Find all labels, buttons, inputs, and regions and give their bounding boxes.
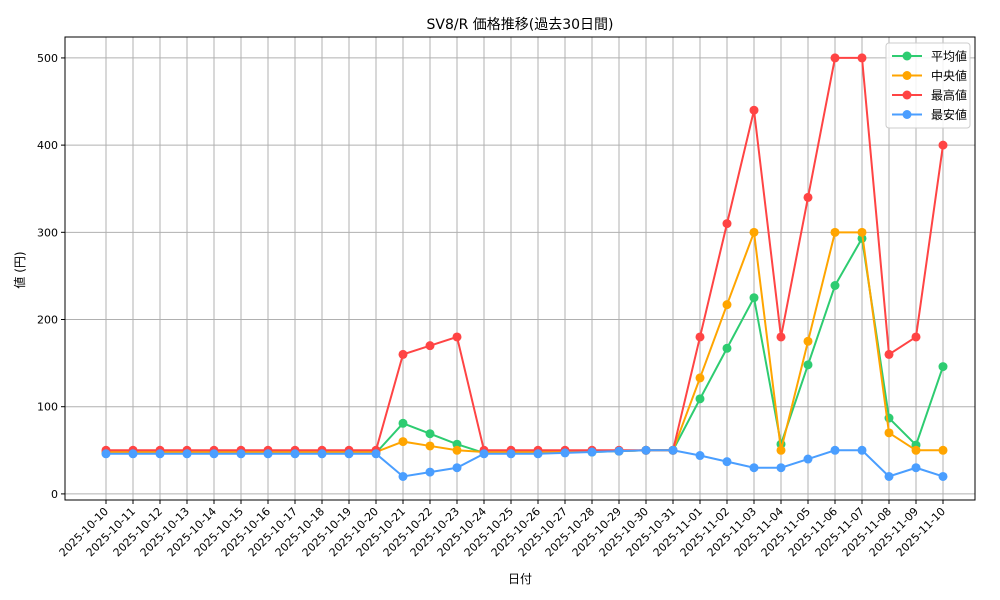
data-point bbox=[749, 227, 759, 237]
data-point bbox=[749, 463, 759, 473]
series-3 bbox=[101, 445, 948, 481]
legend-label: 平均値 bbox=[931, 49, 967, 64]
data-point bbox=[722, 457, 732, 467]
chart-title: SV8/R 価格推移(過去30日間) bbox=[426, 17, 613, 33]
legend-swatch-marker bbox=[902, 71, 912, 80]
data-point bbox=[398, 471, 408, 481]
series-line bbox=[106, 56, 944, 452]
y-tick-label: 200 bbox=[37, 314, 58, 327]
data-point bbox=[668, 445, 678, 455]
data-point bbox=[938, 471, 948, 481]
data-point bbox=[452, 445, 462, 455]
data-point bbox=[695, 394, 705, 404]
data-point bbox=[641, 445, 651, 455]
data-point bbox=[749, 105, 759, 115]
legend-swatch-marker bbox=[902, 110, 912, 119]
y-tick-label: 300 bbox=[37, 226, 58, 239]
data-point bbox=[560, 448, 570, 458]
data-point bbox=[317, 449, 327, 459]
data-point bbox=[830, 445, 840, 455]
legend-swatch-marker bbox=[902, 51, 912, 61]
data-point bbox=[506, 449, 516, 459]
series-line bbox=[106, 449, 944, 478]
data-point bbox=[425, 441, 435, 451]
y-tick-label: 400 bbox=[37, 139, 58, 152]
data-point bbox=[425, 429, 435, 439]
data-point bbox=[614, 446, 624, 456]
data-point bbox=[857, 53, 867, 63]
data-point bbox=[101, 449, 111, 459]
legend-label: 最安値 bbox=[931, 107, 967, 122]
data-point bbox=[398, 349, 408, 359]
data-point bbox=[479, 449, 489, 459]
data-point bbox=[425, 467, 435, 477]
data-point bbox=[236, 449, 246, 459]
data-point bbox=[911, 463, 921, 473]
data-point bbox=[209, 449, 219, 459]
data-point bbox=[155, 449, 165, 459]
data-point bbox=[857, 445, 867, 455]
data-point bbox=[398, 437, 408, 447]
x-axis: 2025-10-102025-10-112025-10-122025-10-13… bbox=[57, 500, 948, 559]
data-point bbox=[803, 336, 813, 346]
y-tick-label: 0 bbox=[51, 488, 58, 501]
data-point bbox=[803, 192, 813, 202]
y-axis-label: 値 (円) bbox=[12, 251, 27, 288]
data-point bbox=[290, 449, 300, 459]
data-point bbox=[749, 293, 759, 303]
data-point bbox=[911, 332, 921, 342]
data-point bbox=[938, 362, 948, 372]
data-point bbox=[884, 471, 894, 481]
data-point bbox=[911, 445, 921, 455]
data-point bbox=[722, 300, 732, 310]
data-point bbox=[371, 449, 381, 459]
data-point bbox=[938, 140, 948, 150]
series-1 bbox=[101, 227, 948, 457]
y-tick-label: 500 bbox=[37, 52, 58, 65]
data-point bbox=[803, 360, 813, 370]
data-point bbox=[182, 449, 192, 459]
data-point bbox=[830, 227, 840, 237]
data-point bbox=[884, 428, 894, 438]
data-point bbox=[587, 447, 597, 457]
data-point bbox=[803, 454, 813, 464]
series-group bbox=[101, 53, 948, 481]
data-point bbox=[722, 343, 732, 353]
data-point bbox=[128, 449, 138, 459]
data-point bbox=[425, 341, 435, 351]
data-point bbox=[263, 449, 273, 459]
data-point bbox=[695, 373, 705, 383]
grid bbox=[65, 37, 975, 500]
x-axis-label: 日付 bbox=[508, 572, 532, 586]
data-point bbox=[830, 53, 840, 63]
data-point bbox=[695, 332, 705, 342]
data-point bbox=[722, 219, 732, 229]
data-point bbox=[398, 418, 408, 428]
data-point bbox=[830, 281, 840, 291]
data-point bbox=[857, 227, 867, 237]
y-axis: 0 100 200 300 400 500 bbox=[37, 52, 65, 501]
data-point bbox=[776, 463, 786, 473]
data-point bbox=[452, 332, 462, 342]
data-point bbox=[776, 445, 786, 455]
series-line bbox=[106, 235, 944, 454]
legend-frame bbox=[885, 42, 971, 129]
series-line bbox=[106, 231, 943, 454]
legend-label: 最高値 bbox=[931, 88, 967, 103]
series-2 bbox=[101, 53, 948, 455]
data-point bbox=[533, 449, 543, 459]
data-point bbox=[776, 332, 786, 342]
plot-frame bbox=[64, 36, 976, 501]
legend-swatch-marker bbox=[902, 90, 912, 100]
data-point bbox=[938, 445, 948, 455]
data-point bbox=[884, 349, 894, 359]
legend-label: 中央値 bbox=[931, 68, 967, 83]
y-tick-label: 100 bbox=[37, 401, 58, 414]
series-0 bbox=[101, 233, 948, 458]
data-point bbox=[452, 463, 462, 473]
data-point bbox=[695, 451, 705, 461]
data-point bbox=[344, 449, 354, 459]
